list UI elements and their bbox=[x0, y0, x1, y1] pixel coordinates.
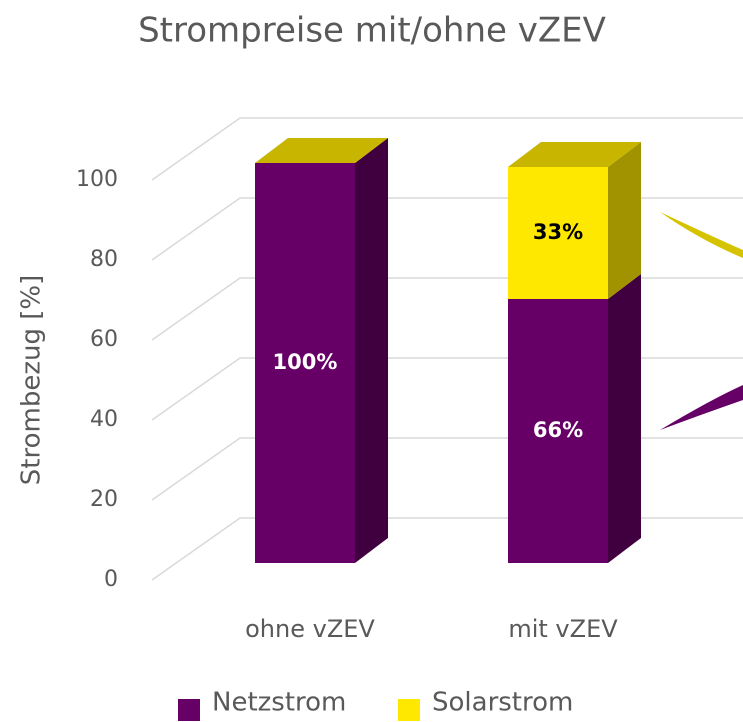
bar-side bbox=[355, 138, 388, 563]
arrow-decoration bbox=[660, 212, 743, 258]
legend-swatch bbox=[398, 699, 420, 721]
legend-swatch bbox=[178, 699, 200, 721]
bar-top bbox=[255, 138, 388, 163]
chart-title: Strompreise mit/ohne vZEV bbox=[138, 11, 606, 51]
grid-line bbox=[151, 357, 743, 421]
y-tick-label: 0 bbox=[104, 567, 118, 592]
grid-line bbox=[151, 117, 743, 181]
legend-label: Netzstrom bbox=[212, 688, 346, 718]
bar-front bbox=[508, 299, 608, 563]
data-label: 33% bbox=[533, 220, 583, 244]
x-tick-label: ohne vZEV bbox=[245, 615, 375, 643]
data-label: 66% bbox=[533, 418, 583, 442]
grid-line bbox=[151, 197, 743, 261]
y-axis-label: Strombezug [%] bbox=[17, 275, 47, 485]
y-tick-label: 80 bbox=[90, 247, 118, 272]
bar-side bbox=[608, 142, 641, 299]
legend-label: Solarstrom bbox=[432, 688, 573, 718]
bar-front bbox=[255, 163, 355, 563]
bar-front bbox=[508, 167, 608, 299]
grid-line bbox=[151, 517, 743, 581]
y-tick-label: 60 bbox=[90, 327, 118, 352]
arrow-decoration bbox=[660, 385, 743, 430]
grid-line bbox=[151, 437, 743, 501]
x-tick-label: mit vZEV bbox=[508, 615, 618, 643]
bar-side bbox=[608, 274, 641, 563]
y-tick-label: 20 bbox=[90, 487, 118, 512]
y-tick-label: 100 bbox=[76, 167, 118, 192]
bar-top bbox=[508, 142, 641, 167]
grid-line bbox=[151, 277, 743, 341]
data-label: 100% bbox=[273, 350, 338, 374]
y-tick-label: 40 bbox=[90, 407, 118, 432]
